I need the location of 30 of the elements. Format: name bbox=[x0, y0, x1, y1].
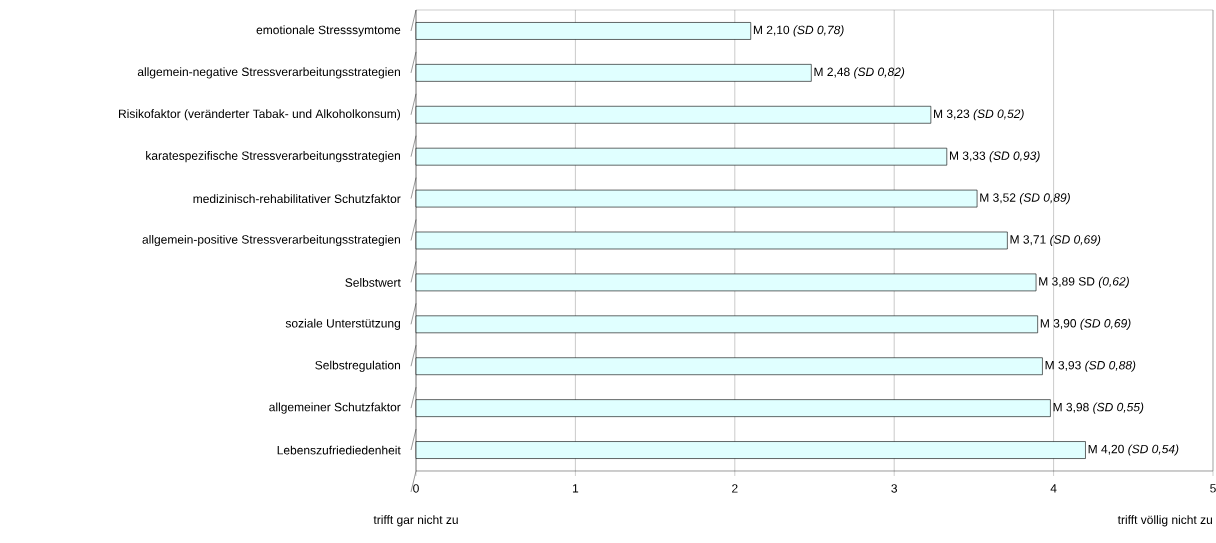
y-tick-label: allgemein-positive Stressverarbeitungsstrategien bbox=[142, 234, 400, 247]
data-label: M 3,23 (SD 0,52) bbox=[934, 109, 1024, 121]
data-label: M 3,93 (SD 0,88) bbox=[1045, 360, 1136, 372]
x-tick-label: 4 bbox=[1050, 484, 1057, 493]
data-label: M 3,90 (SD 0,69) bbox=[1040, 318, 1131, 330]
x-tick-label: 5 bbox=[1210, 484, 1216, 493]
data-label: M 4,20 (SD 0,54) bbox=[1088, 444, 1179, 456]
x-tick-label: 2 bbox=[732, 484, 738, 493]
data-label: M 3,52 (SD 0,89) bbox=[980, 193, 1070, 205]
y-tick-label: soziale Unterstützung bbox=[285, 318, 400, 330]
data-label: M 3,71 (SD 0,69) bbox=[1010, 234, 1101, 247]
y-tick-label: emotionale Stresssymtome bbox=[256, 25, 401, 37]
x-tick-label: 3 bbox=[891, 484, 898, 493]
y-tick-label: Selbstregulation bbox=[315, 360, 401, 372]
y-tick-label: Risikofaktor (veränderter Tabak- und Alkoholkonsum) bbox=[119, 109, 401, 121]
y-tick-label: allgemeiner Schutzfaktor bbox=[269, 402, 401, 414]
y-tick-label: karatespezifische Stressverarbeitungsstrategien bbox=[146, 151, 400, 163]
data-label: M 2,48 (SD 0,82) bbox=[814, 67, 905, 79]
x-tick-label: 1 bbox=[572, 484, 579, 493]
data-label: M 3,89 SD (0,62) bbox=[1039, 276, 1129, 288]
y-tick-label: allgemein-negative Stressverarbeitungsstrategien bbox=[137, 67, 400, 79]
y-tick-label: Selbstwert bbox=[345, 278, 401, 287]
data-label: M 2,10 (SD 0,78) bbox=[753, 25, 844, 37]
text: trifft gar nicht zu bbox=[373, 515, 458, 527]
y-tick-label: Lebenszufriediedenheit bbox=[277, 445, 401, 455]
text: trifft völlig nicht zu bbox=[1117, 515, 1212, 527]
y-tick-label: medizinisch-rehabilitativer Schutzfaktor bbox=[193, 194, 401, 203]
x-tick-label: 0 bbox=[413, 484, 419, 493]
data-label: M 3,33 (SD 0,93) bbox=[949, 151, 1040, 163]
data-label: M 3,98 (SD 0,55) bbox=[1053, 402, 1144, 414]
